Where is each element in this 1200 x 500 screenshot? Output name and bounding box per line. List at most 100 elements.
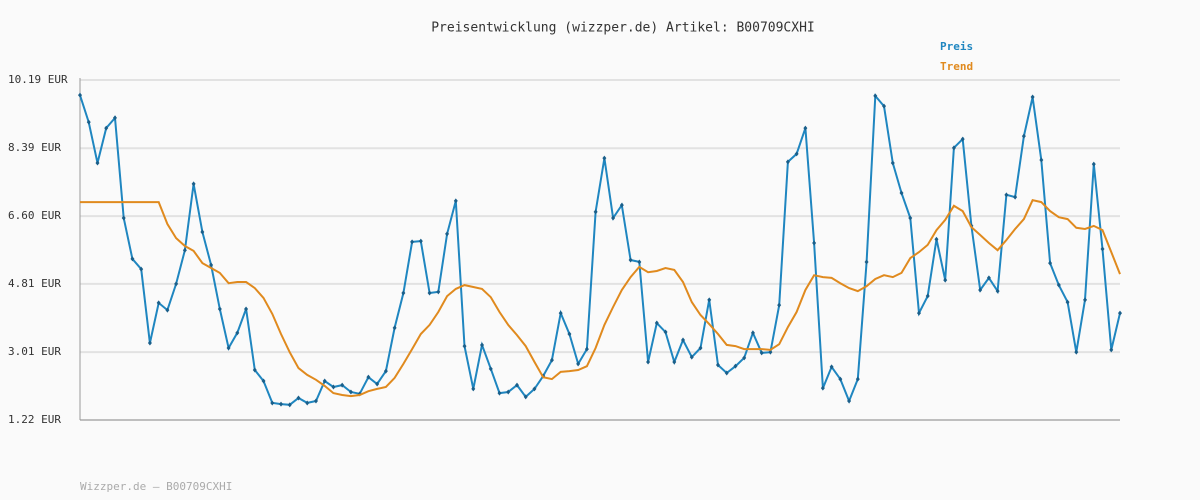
data-point xyxy=(112,115,117,121)
data-point xyxy=(742,355,747,361)
data-point xyxy=(698,345,703,351)
chart-title: Preisentwicklung (wizzper.de) Artikel: B… xyxy=(431,21,815,36)
data-point xyxy=(672,359,677,365)
data-point xyxy=(908,215,913,221)
data-point xyxy=(1004,192,1009,198)
data-point xyxy=(724,370,729,376)
data-point xyxy=(1048,260,1053,266)
data-point xyxy=(252,367,257,373)
data-point xyxy=(270,400,275,406)
data-point xyxy=(602,155,607,161)
data-point xyxy=(1056,282,1061,288)
data-point xyxy=(1109,347,1114,353)
data-point xyxy=(383,368,388,374)
y-tick-label: 1.22 EUR xyxy=(8,413,61,426)
data-point xyxy=(943,277,948,283)
data-point xyxy=(593,209,598,215)
data-point xyxy=(584,346,589,352)
data-point xyxy=(611,215,616,221)
data-point xyxy=(1021,133,1026,139)
data-point xyxy=(847,398,852,404)
data-point xyxy=(916,310,921,316)
data-point xyxy=(689,354,694,360)
data-point xyxy=(226,345,231,351)
data-point xyxy=(121,215,126,221)
series-line xyxy=(80,199,1121,398)
y-tick-label: 8.39 EUR xyxy=(8,141,61,154)
data-point xyxy=(733,363,738,369)
data-point xyxy=(200,229,205,235)
data-point xyxy=(462,343,467,349)
data-point xyxy=(1074,349,1079,355)
data-point xyxy=(418,238,423,244)
data-point xyxy=(514,382,519,388)
data-point xyxy=(471,386,476,392)
data-point xyxy=(174,281,179,287)
data-point xyxy=(576,361,581,367)
data-point xyxy=(855,376,860,382)
data-point xyxy=(925,293,930,299)
data-point xyxy=(287,402,292,408)
data-point xyxy=(165,307,170,313)
data-point xyxy=(1013,194,1018,200)
data-point xyxy=(1083,297,1088,303)
y-tick-label: 10.19 EUR xyxy=(8,73,68,86)
data-point xyxy=(960,136,965,142)
data-point xyxy=(654,320,659,326)
data-point xyxy=(392,325,397,331)
data-point xyxy=(279,401,284,407)
data-point xyxy=(890,160,895,166)
data-point xyxy=(637,259,642,265)
data-point xyxy=(532,386,537,392)
data-point xyxy=(794,151,799,157)
data-point xyxy=(759,350,764,356)
data-point xyxy=(261,378,266,384)
data-point xyxy=(445,231,450,237)
y-tick-label: 3.01 EUR xyxy=(8,345,61,358)
data-point xyxy=(707,297,712,303)
data-point xyxy=(1039,157,1044,163)
data-point xyxy=(1118,310,1122,316)
data-point xyxy=(436,289,441,295)
data-point xyxy=(86,119,91,125)
data-point xyxy=(488,366,493,372)
data-point xyxy=(777,302,782,308)
legend-label: Trend xyxy=(940,60,973,73)
data-point xyxy=(986,275,991,281)
data-point xyxy=(497,390,502,396)
data-point xyxy=(681,337,686,343)
data-point xyxy=(366,374,371,380)
data-point xyxy=(715,362,720,368)
data-point xyxy=(567,331,572,337)
data-point xyxy=(873,93,878,99)
data-point xyxy=(480,342,485,348)
data-point xyxy=(820,385,825,391)
data-point xyxy=(1065,299,1070,305)
y-tick-label: 6.60 EUR xyxy=(8,209,61,222)
data-point xyxy=(156,300,161,306)
data-point xyxy=(899,190,904,196)
data-point xyxy=(296,395,301,401)
data-point xyxy=(750,330,755,336)
data-point xyxy=(951,145,956,151)
data-point xyxy=(322,378,327,384)
data-point xyxy=(785,159,790,165)
data-point xyxy=(628,257,633,263)
data-point xyxy=(209,262,214,268)
data-point xyxy=(217,306,222,312)
data-point xyxy=(829,364,834,370)
data-point xyxy=(147,340,152,346)
data-point xyxy=(646,359,651,365)
data-point xyxy=(453,198,458,204)
data-point xyxy=(1030,94,1035,100)
data-point xyxy=(235,330,240,336)
data-point xyxy=(331,384,336,390)
data-point xyxy=(104,125,109,131)
data-point xyxy=(803,125,808,131)
data-point xyxy=(549,357,554,363)
y-tick-label: 4.81 EUR xyxy=(8,277,61,290)
data-point xyxy=(427,290,432,296)
data-point xyxy=(1100,246,1105,252)
data-point xyxy=(130,256,135,262)
